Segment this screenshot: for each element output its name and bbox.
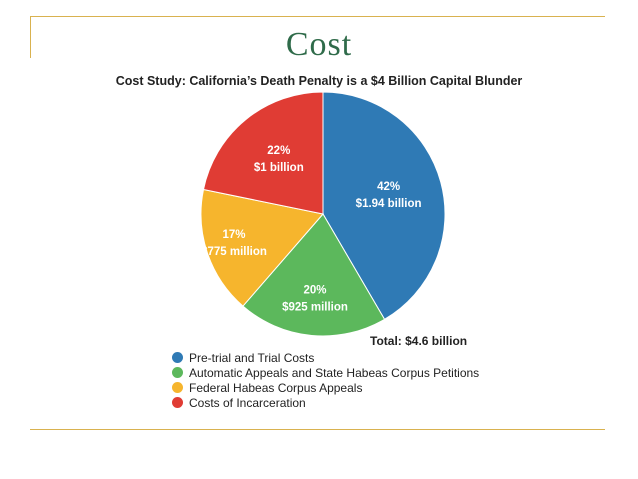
slice-percent-label-pretrial: 42% <box>377 181 400 193</box>
legend-label-appeals: Automatic Appeals and State Habeas Corpu… <box>189 365 480 380</box>
slice-percent-label-appeals: 20% <box>303 285 326 297</box>
slice-amount-label-appeals: $925 million <box>282 302 348 314</box>
legend-label-incarceration: Costs of Incarceration <box>189 395 306 410</box>
legend-label-federal-habeas: Federal Habeas Corpus Appeals <box>189 380 363 395</box>
legend-swatch-pretrial <box>172 352 183 363</box>
chart-legend: Pre-trial and Trial Costs Automatic Appea… <box>172 350 479 410</box>
legend-item-federal-habeas: Federal Habeas Corpus Appeals <box>172 380 479 395</box>
pie-slice-federal-habeas <box>200 188 324 307</box>
legend-swatch-appeals <box>172 367 183 378</box>
legend-label-pretrial: Pre-trial and Trial Costs <box>189 350 315 365</box>
slice-amount-label-pretrial: $1.94 billion <box>356 198 422 210</box>
pie-slice-pretrial <box>322 91 446 321</box>
slice-amount-label-federal-habeas: $775 million <box>201 246 267 258</box>
slice-percent-label-incarceration: 22% <box>267 145 290 157</box>
slide-title: Cost <box>285 26 353 63</box>
legend-item-incarceration: Costs of Incarceration <box>172 395 479 410</box>
pie-slice-incarceration <box>202 91 324 215</box>
legend-swatch-incarceration <box>172 397 183 408</box>
legend-item-pretrial: Pre-trial and Trial Costs <box>172 350 479 365</box>
frame-bottom-line <box>30 429 605 430</box>
frame-left-line <box>30 16 31 58</box>
chart-title: Cost Study: California’s Death Penalty i… <box>115 74 523 88</box>
legend-item-appeals: Automatic Appeals and State Habeas Corpu… <box>172 365 479 380</box>
frame-top-line <box>30 16 605 17</box>
slice-amount-label-incarceration: $1 billion <box>254 162 304 174</box>
slice-percent-label-federal-habeas: 17% <box>222 229 245 241</box>
legend-swatch-federal-habeas <box>172 382 183 393</box>
pie-slice-appeals <box>242 213 386 337</box>
chart-total-label: Total: $4.6 billion <box>370 334 468 348</box>
